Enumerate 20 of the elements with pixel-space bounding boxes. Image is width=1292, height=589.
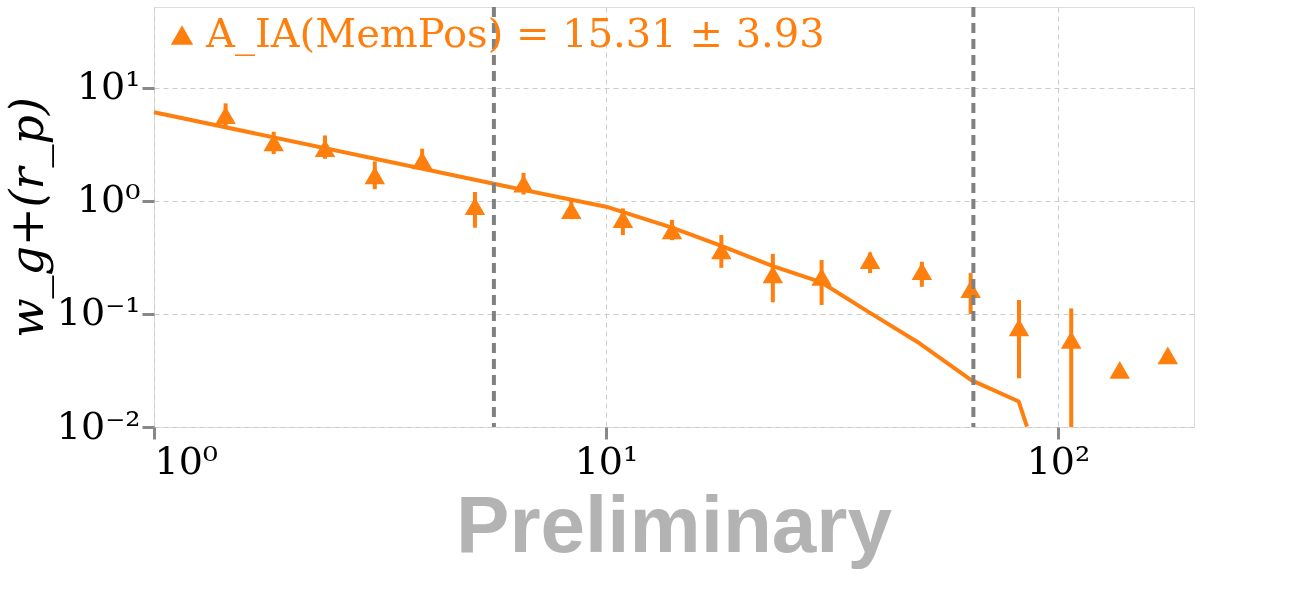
point [464,197,486,215]
point [911,262,933,280]
point [1157,346,1179,365]
text: Preliminary [456,480,893,569]
point [364,166,386,185]
point [215,106,236,125]
x-tick-label: 10² [1026,438,1091,483]
y-tick-label: 10⁻¹ [56,290,141,335]
y-axis-title: w_g+(r_p) [0,97,54,338]
y-tick-label: 10¹ [76,64,141,109]
x-tick-label: 10⁰ [154,438,219,483]
point [1109,361,1130,379]
legend-label: A_IA(MemPos) = 15.31 ± 3.93 [205,10,825,56]
point [762,265,784,284]
point [561,201,582,219]
y-tick-label: 10⁰ [76,177,141,222]
point [859,251,881,269]
x-tick-label: 10¹ [574,438,639,483]
point [1060,331,1082,349]
y-tick-label: 10⁻² [56,403,141,448]
